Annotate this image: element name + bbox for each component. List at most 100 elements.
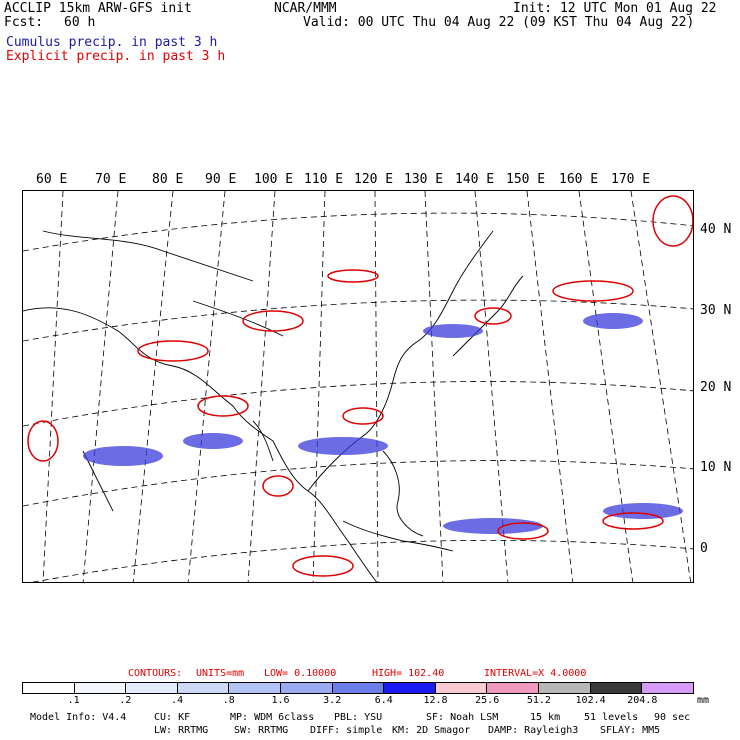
lon-label: 70 E (95, 172, 127, 187)
legend-tick: 204.8 (627, 695, 658, 706)
explicit-cell (474, 307, 512, 325)
legend-swatch (384, 683, 436, 693)
cumulus-cell (583, 313, 643, 329)
japan-coastline (452, 275, 524, 357)
graticule (23, 191, 693, 582)
cumulus-legend-label: Cumulus precip. in past 3 h (6, 35, 218, 50)
meridian-line (578, 191, 634, 582)
lon-label: 120 E (354, 172, 394, 187)
legend-swatch (539, 683, 591, 693)
legend-tick: .1 (67, 695, 80, 706)
lat-label: 20 N (700, 380, 732, 395)
institution: NCAR/MMM (274, 1, 337, 16)
legend-tick: 1.6 (271, 695, 290, 706)
init-time: Init: 12 UTC Mon 01 Aug 22 (513, 1, 717, 16)
footer-diff: DIFF: simple (310, 725, 383, 736)
lon-label: 80 E (152, 172, 184, 187)
explicit-cell (327, 269, 379, 283)
cumulus-cell (183, 433, 243, 449)
explicit-cell (292, 555, 354, 577)
indonesia-coastline (342, 520, 454, 552)
legend-tick: 3.2 (323, 695, 342, 706)
contours-interval: INTERVAL=X 4.0000 (484, 668, 587, 679)
explicit-cell (197, 395, 249, 417)
parallel-line (23, 212, 693, 252)
legend-swatch (332, 683, 385, 693)
explicit-cell (27, 420, 59, 462)
lon-label: 90 E (205, 172, 237, 187)
explicit-cell (342, 407, 384, 425)
lon-label: 170 E (611, 172, 651, 187)
legend-swatch (435, 683, 488, 693)
legend-tick: .2 (119, 695, 132, 706)
lat-label: 10 N (700, 460, 732, 475)
explicit-cell (497, 522, 549, 540)
explicit-legend-label: Explicit precip. in past 3 h (6, 49, 226, 64)
explicit-cell (552, 280, 634, 302)
legend-swatch (487, 683, 540, 693)
meridian-line (247, 191, 276, 582)
parallel-line (23, 460, 693, 507)
meridian-line (526, 191, 574, 582)
footer-lw: LW: RRTMG (154, 725, 209, 736)
footer-sf: SF: Noah LSM (426, 712, 499, 723)
cumulus-cell (603, 503, 683, 519)
footer-cu: CU: KF (154, 712, 191, 723)
footer-resolution: 15 km (530, 712, 561, 723)
legend-tick: 102.4 (575, 695, 606, 706)
precip-map (22, 190, 694, 583)
explicit-cell (652, 195, 693, 247)
cumulus-cell (443, 518, 543, 534)
model-title: ACCLIP 15km ARW-GFS init (4, 1, 192, 16)
cumulus-cell (83, 446, 163, 466)
valid-time: Valid: 00 UTC Thu 04 Aug 22 (09 KST Thu … (303, 15, 695, 30)
coastline (23, 307, 378, 582)
border-line (252, 420, 274, 462)
cumulus-precip (83, 313, 683, 534)
coastlines (23, 230, 524, 582)
lat-label: 0 (700, 541, 708, 556)
meridian-line (424, 191, 444, 582)
meridian-line (474, 191, 509, 582)
explicit-precip (27, 195, 693, 577)
forecast-label: Fcst: (4, 15, 44, 30)
explicit-cell (137, 340, 209, 362)
legend-swatch (177, 683, 230, 693)
contours-label: CONTOURS: (128, 668, 183, 679)
meridian-line (82, 191, 119, 582)
legend-swatch (126, 683, 178, 693)
explicit-cell (262, 475, 294, 497)
contours-units: UNITS=mm (196, 668, 245, 679)
lon-label: 140 E (455, 172, 495, 187)
explicit-cell (242, 310, 304, 332)
footer-levels: 51 levels (584, 712, 639, 723)
meridian-line (187, 191, 226, 582)
footer-model-info: Model Info: V4.4 (30, 712, 127, 723)
border-line (42, 230, 254, 282)
footer-mp: MP: WDM 6class (230, 712, 315, 723)
footer-timestep: 90 sec (654, 712, 691, 723)
legend-swatch (281, 683, 333, 693)
footer-km: KM: 2D Smagor (392, 725, 471, 736)
parallel-line (31, 539, 693, 582)
cumulus-cell (298, 437, 388, 455)
meridian-line (374, 191, 379, 582)
meridian-line (312, 191, 326, 582)
legend-tick: 25.6 (475, 695, 500, 706)
parallel-line (23, 299, 693, 342)
legend-tick: .8 (222, 695, 235, 706)
contours-high: HIGH= 102.40 (372, 668, 445, 679)
meridian-line (132, 191, 174, 582)
lon-label: 100 E (254, 172, 294, 187)
lon-label: 60 E (36, 172, 68, 187)
lon-label: 110 E (304, 172, 344, 187)
explicit-cell (602, 512, 664, 530)
footer-sflay: SFLAY: MM5 (600, 725, 661, 736)
lon-label: 150 E (506, 172, 546, 187)
legend-swatch (74, 683, 127, 693)
legend-tick: 51.2 (526, 695, 551, 706)
meridian-line (630, 191, 692, 582)
meridian-line (42, 191, 64, 582)
footer-damp: DAMP: Rayleigh3 (488, 725, 579, 736)
parallel-line (23, 381, 693, 427)
